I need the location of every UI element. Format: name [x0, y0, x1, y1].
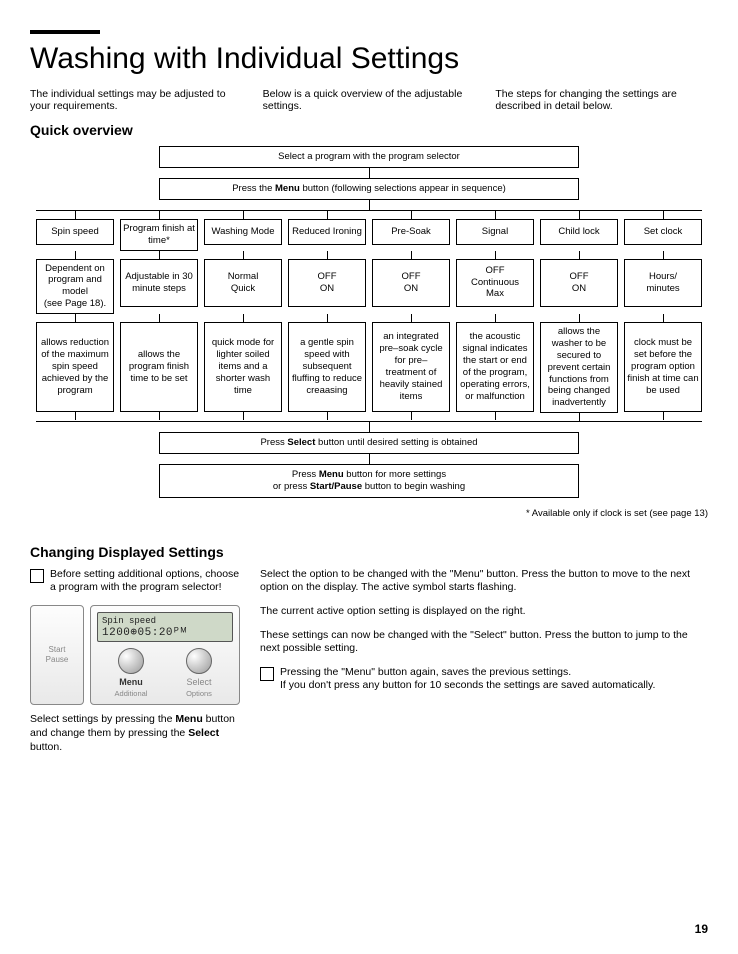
flow-head-1: Program finish at time* — [120, 219, 198, 251]
flow-head-4: Pre-Soak — [372, 219, 450, 245]
flow-opts-2: Normal Quick — [204, 259, 282, 307]
checkbox-icon — [30, 569, 44, 583]
header-rule — [30, 30, 100, 34]
panel-caption: Select settings by pressing the Menu but… — [30, 713, 240, 754]
display-panel: Spin speed 1200⊕05:20ᴾᴹ Menu Additional … — [90, 605, 240, 705]
flow-box-press-menu-more: Press Menu button for more settings or p… — [159, 464, 579, 498]
flow-desc-7: clock must be set before the program opt… — [624, 322, 702, 412]
flow-head-2: Washing Mode — [204, 219, 282, 245]
flow-opts-1: Adjustable in 30 minute steps — [120, 259, 198, 307]
flow-desc-6: allows the washer to be secured to preve… — [540, 322, 618, 413]
instruction-para-2: The current active option setting is dis… — [260, 605, 708, 619]
flow-head-5: Signal — [456, 219, 534, 245]
flow-opts-6: OFF ON — [540, 259, 618, 307]
page-title: Washing with Individual Settings — [30, 42, 708, 76]
changing-settings-columns: Before setting additional options, choos… — [30, 568, 708, 755]
flow-box-press-menu: Press the Menu button (following selecti… — [159, 178, 579, 200]
flow-opts-0: Dependent on program and model (see Page… — [36, 259, 114, 315]
changing-settings-heading: Changing Displayed Settings — [30, 544, 708, 560]
flow-box-select-program: Select a program with the program select… — [159, 146, 579, 168]
flow-desc-0: allows reduction of the maximum spin spe… — [36, 322, 114, 412]
select-button: Select Options — [177, 648, 221, 698]
flow-opts-3: OFF ON — [288, 259, 366, 307]
flow-head-6: Child lock — [540, 219, 618, 245]
page-number: 19 — [695, 922, 708, 936]
flow-desc-4: an integrated pre–soak cycle for pre–tre… — [372, 322, 450, 412]
flowchart: Select a program with the program select… — [30, 146, 708, 520]
flow-desc-1: allows the program finish time to be set — [120, 322, 198, 412]
flow-head-3: Reduced Ironing — [288, 219, 366, 245]
flow-desc-2: quick mode for lighter soiled items and … — [204, 322, 282, 412]
flow-desc-3: a gentle spin speed with subsequent fluf… — [288, 322, 366, 412]
flow-opts-7: Hours/ minutes — [624, 259, 702, 307]
flow-head-0: Spin speed — [36, 219, 114, 245]
start-pause-button: Start Pause — [30, 605, 84, 705]
instruction-para-1: Select the option to be changed with the… — [260, 568, 708, 595]
flow-box-press-select: Press Select button until desired settin… — [159, 432, 579, 454]
checkbox-icon — [260, 667, 274, 681]
flow-opts-4: OFF ON — [372, 259, 450, 307]
quick-overview-heading: Quick overview — [30, 122, 708, 138]
flow-opts-5: OFF Continuous Max — [456, 259, 534, 307]
flow-desc-5: the acoustic signal indicates the start … — [456, 322, 534, 412]
flow-head-7: Set clock — [624, 219, 702, 245]
control-panel-illustration: Start Pause Spin speed 1200⊕05:20ᴾᴹ Menu… — [30, 605, 240, 705]
flow-footnote: * Available only if clock is set (see pa… — [30, 508, 708, 520]
intro-col-3: The steps for changing the settings are … — [495, 88, 708, 112]
instruction-1: Before setting additional options, choos… — [30, 568, 240, 595]
intro-col-1: The individual settings may be adjusted … — [30, 88, 243, 112]
instruction-para-3: These settings can now be changed with t… — [260, 629, 708, 656]
menu-button: Menu Additional — [109, 648, 153, 698]
intro-columns: The individual settings may be adjusted … — [30, 88, 708, 112]
instruction-2: Pressing the "Menu" button again, saves … — [260, 666, 708, 693]
intro-col-2: Below is a quick overview of the adjusta… — [263, 88, 476, 112]
lcd-display: Spin speed 1200⊕05:20ᴾᴹ — [97, 612, 233, 642]
